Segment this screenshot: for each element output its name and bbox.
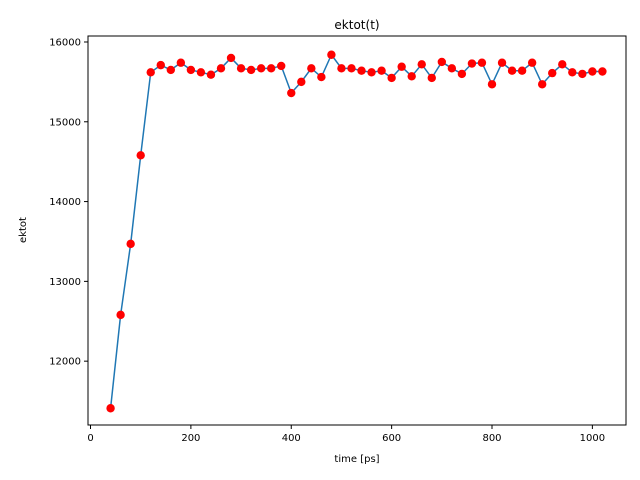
data-point xyxy=(357,66,366,75)
data-point xyxy=(437,57,447,67)
data-point xyxy=(457,69,467,79)
data-point xyxy=(397,62,406,71)
y-tick-label: 13000 xyxy=(49,277,81,288)
data-point xyxy=(216,64,226,73)
data-point xyxy=(407,72,416,81)
data-point xyxy=(317,72,326,82)
x-tick-label: 800 xyxy=(482,433,501,444)
y-axis: 12000 13000 14000 15000 16000 xyxy=(49,37,88,368)
data-point xyxy=(116,310,125,320)
y-tick-label: 14000 xyxy=(49,197,81,208)
data-point xyxy=(297,77,306,87)
data-point xyxy=(497,58,507,67)
data-point xyxy=(206,70,216,79)
data-point xyxy=(387,73,396,83)
x-axis-label: time [ps] xyxy=(334,454,379,465)
data-point xyxy=(487,80,497,89)
data-point xyxy=(527,58,537,67)
x-tick-label: 0 xyxy=(87,433,93,444)
data-point xyxy=(337,64,346,73)
data-point xyxy=(266,64,276,73)
data-point xyxy=(256,64,266,73)
data-point xyxy=(507,66,517,75)
chart-title: ektot(t) xyxy=(334,18,379,32)
plot-area xyxy=(106,50,607,413)
data-point xyxy=(578,69,587,79)
y-tick-label: 15000 xyxy=(49,117,81,128)
x-tick-label: 1000 xyxy=(580,433,605,444)
data-point xyxy=(467,59,477,68)
data-point xyxy=(246,65,256,75)
data-point xyxy=(427,73,436,83)
data-point xyxy=(377,66,386,75)
data-point xyxy=(558,60,567,69)
x-tick-label: 400 xyxy=(282,433,301,444)
data-point xyxy=(598,67,607,76)
data-point xyxy=(166,65,176,75)
data-point xyxy=(277,61,286,71)
data-point xyxy=(226,53,236,63)
data-point xyxy=(417,60,426,69)
axes-frame xyxy=(87,35,627,426)
data-point xyxy=(568,68,577,77)
data-point xyxy=(156,60,165,70)
data-point xyxy=(186,65,196,75)
data-point xyxy=(307,64,316,73)
y-tick-label: 12000 xyxy=(49,357,81,368)
data-point xyxy=(327,50,336,59)
data-point xyxy=(146,68,155,77)
data-point xyxy=(477,58,487,67)
data-point xyxy=(287,88,296,98)
data-point xyxy=(588,67,597,76)
y-tick-label: 16000 xyxy=(49,37,81,48)
data-point xyxy=(447,64,457,73)
x-tick-label: 600 xyxy=(382,433,401,444)
data-point xyxy=(347,64,356,73)
data-point xyxy=(537,80,547,89)
data-point xyxy=(176,58,186,67)
data-point xyxy=(136,151,145,160)
data-point xyxy=(367,68,376,77)
y-axis-label: ektot xyxy=(18,217,29,243)
x-tick-label: 200 xyxy=(181,433,200,444)
data-point xyxy=(196,68,206,77)
data-point xyxy=(106,404,115,413)
data-point xyxy=(236,64,246,73)
data-point xyxy=(517,66,527,75)
x-axis: 0 200 400 600 800 1000 xyxy=(87,425,605,444)
data-point xyxy=(548,68,557,78)
data-point xyxy=(126,239,135,249)
